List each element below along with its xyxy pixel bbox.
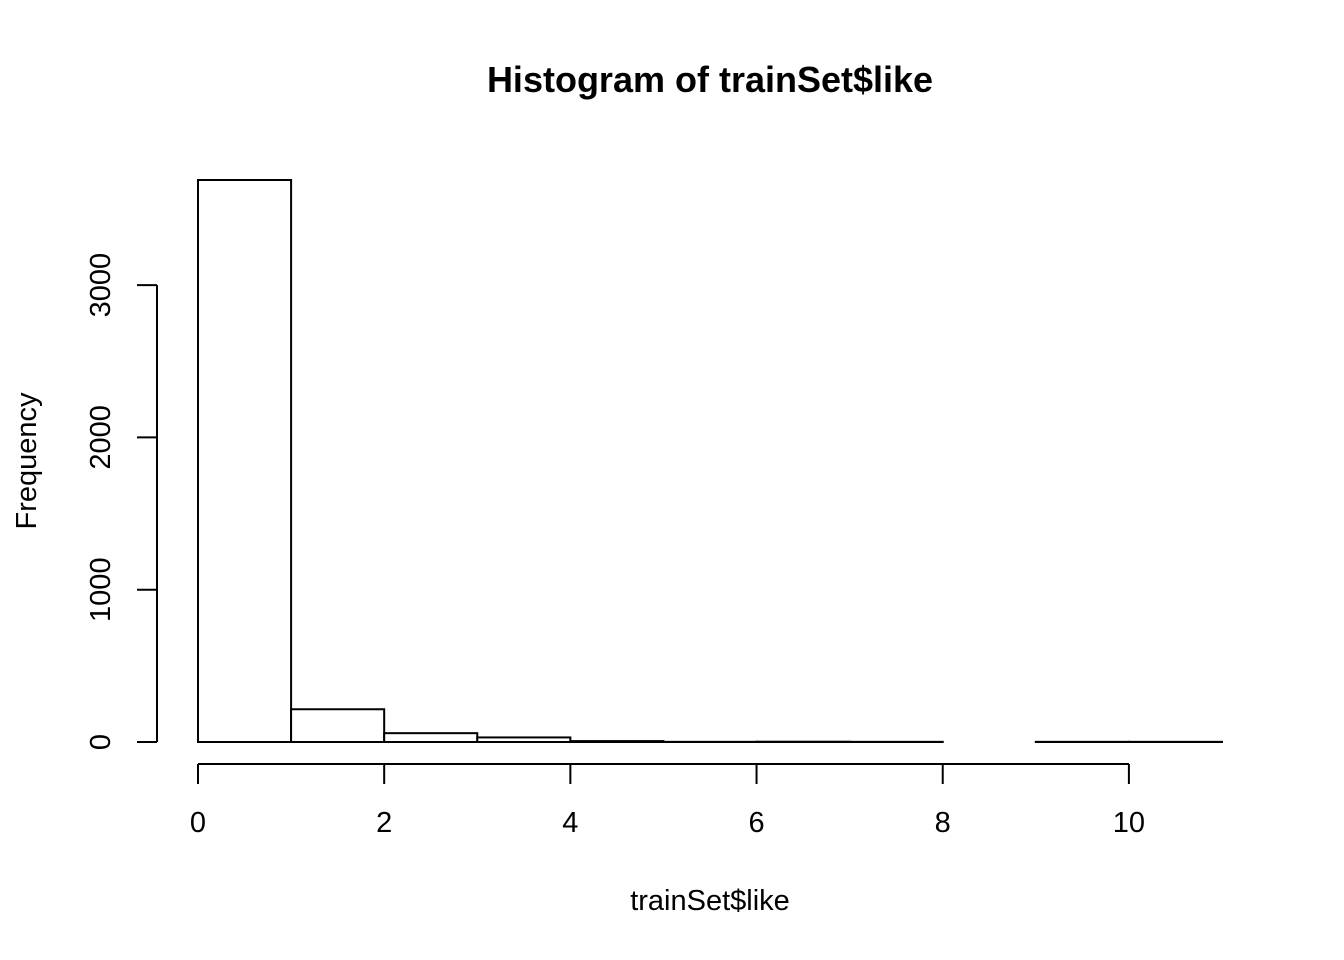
y-tick-label-2: 2000 bbox=[85, 405, 117, 470]
x-tick-label-0: 0 bbox=[190, 807, 206, 839]
x-axis: 0 2 4 6 8 10 bbox=[190, 763, 1145, 839]
y-tick-label-0: 0 bbox=[85, 734, 117, 750]
x-tick-label-4: 8 bbox=[935, 807, 951, 839]
x-tick-label-3: 6 bbox=[748, 807, 764, 839]
histogram-bar-3 bbox=[476, 736, 572, 744]
histogram-bar-1 bbox=[290, 708, 386, 744]
y-axis: 0 1000 2000 3000 bbox=[85, 253, 158, 750]
histogram-bar-0 bbox=[197, 179, 293, 743]
histogram-bar-2 bbox=[383, 732, 479, 743]
x-tick-label-5: 10 bbox=[1113, 807, 1145, 839]
y-tick-label-3: 3000 bbox=[85, 253, 117, 318]
bars-group bbox=[197, 179, 1223, 744]
chart-title: Histogram of trainSet$like bbox=[487, 59, 933, 100]
y-tick-label-1: 1000 bbox=[85, 557, 117, 622]
y-axis-label: Frequency bbox=[11, 392, 43, 530]
x-axis-label: trainSet$like bbox=[630, 885, 790, 917]
x-tick-label-2: 4 bbox=[562, 807, 578, 839]
histogram-bar-4 bbox=[569, 740, 665, 744]
x-tick-label-1: 2 bbox=[376, 807, 392, 839]
